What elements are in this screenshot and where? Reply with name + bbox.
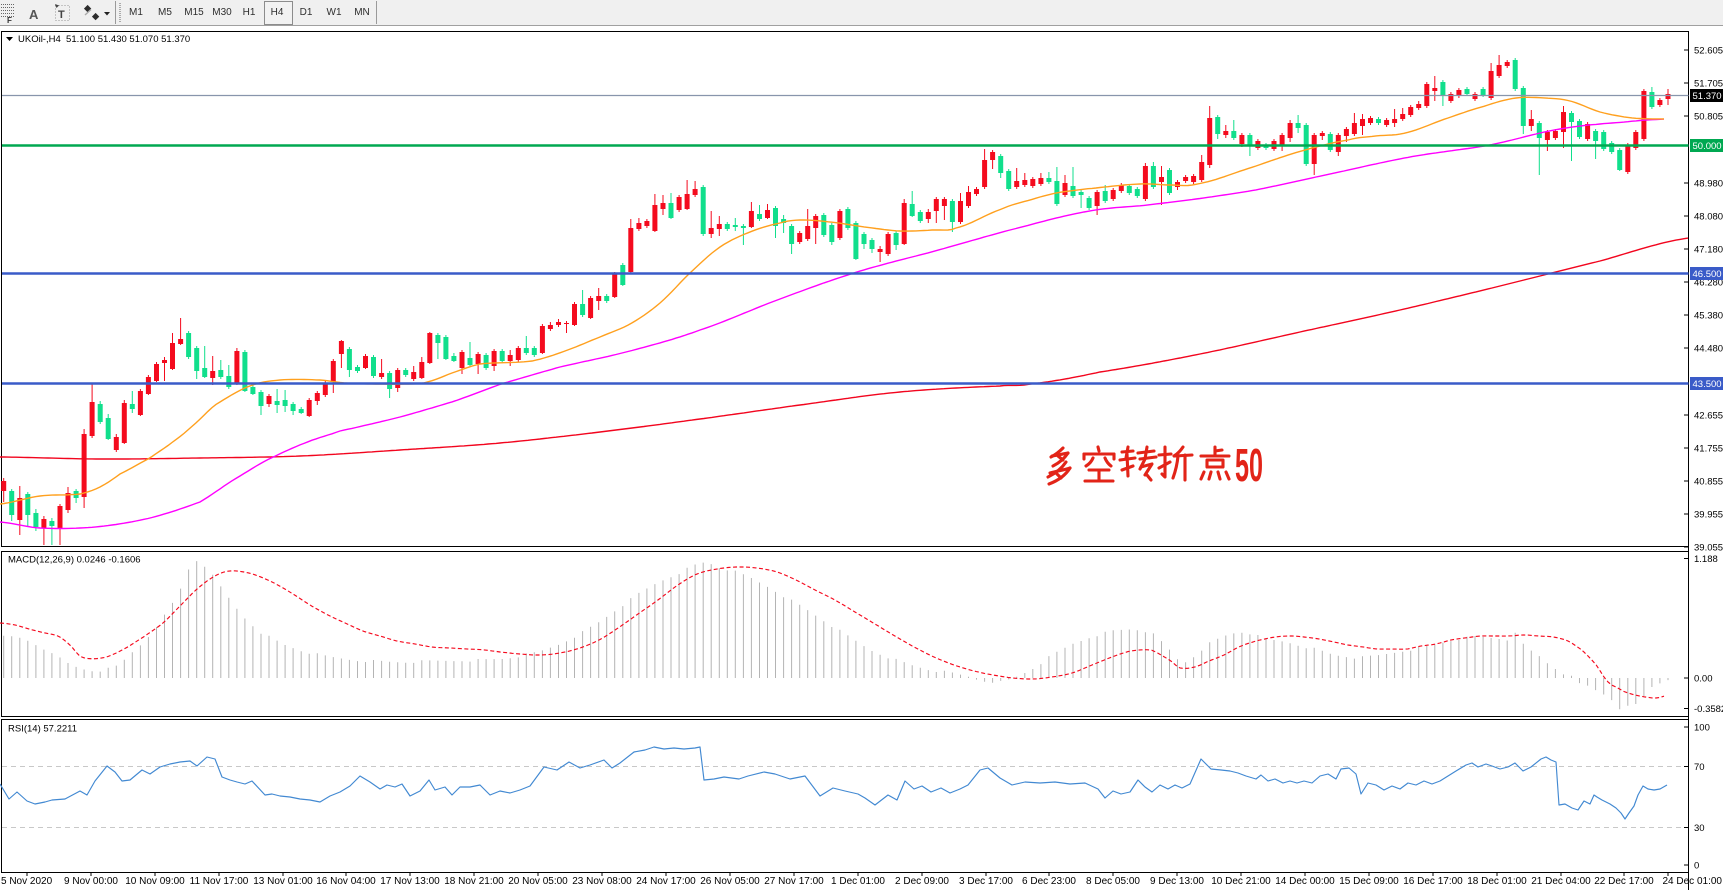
svg-text:24 Dec 01:00: 24 Dec 01:00 xyxy=(1663,876,1723,887)
svg-text:42.655: 42.655 xyxy=(1694,410,1723,421)
svg-text:F: F xyxy=(7,16,12,25)
svg-text:14 Dec 00:00: 14 Dec 00:00 xyxy=(1275,876,1335,887)
svg-text:8 Dec 05:00: 8 Dec 05:00 xyxy=(1086,876,1140,887)
svg-text:10 Dec 21:00: 10 Dec 21:00 xyxy=(1211,876,1271,887)
svg-text:9 Nov 00:00: 9 Nov 00:00 xyxy=(64,876,118,887)
svg-text:43.500: 43.500 xyxy=(1693,379,1722,390)
svg-text:46.280: 46.280 xyxy=(1694,277,1723,288)
svg-text:UKOil-,H4 51.100 51.430 51.07: UKOil-,H4 51.100 51.430 51.070 51.370 xyxy=(18,34,190,45)
svg-text:1.188: 1.188 xyxy=(1694,554,1718,565)
svg-text:18 Nov 21:00: 18 Nov 21:00 xyxy=(444,876,504,887)
svg-text:39.955: 39.955 xyxy=(1694,509,1723,520)
svg-text:13 Nov 01:00: 13 Nov 01:00 xyxy=(253,876,313,887)
svg-text:15 Dec 09:00: 15 Dec 09:00 xyxy=(1339,876,1399,887)
svg-text:50.000: 50.000 xyxy=(1693,141,1722,152)
svg-text:47.180: 47.180 xyxy=(1694,244,1723,255)
svg-text:50: 50 xyxy=(1235,439,1263,491)
svg-text:100: 100 xyxy=(1694,723,1710,734)
svg-text:50.805: 50.805 xyxy=(1694,112,1723,123)
svg-text:16 Dec 17:00: 16 Dec 17:00 xyxy=(1403,876,1463,887)
svg-text:20 Nov 05:00: 20 Nov 05:00 xyxy=(508,876,568,887)
svg-text:41.755: 41.755 xyxy=(1694,443,1723,454)
svg-text:27 Nov 17:00: 27 Nov 17:00 xyxy=(764,876,824,887)
svg-text:23 Nov 08:00: 23 Nov 08:00 xyxy=(572,876,632,887)
svg-text:70: 70 xyxy=(1694,762,1705,773)
svg-text:52.605: 52.605 xyxy=(1694,46,1723,57)
svg-text:0.00: 0.00 xyxy=(1694,674,1713,685)
svg-text:0: 0 xyxy=(1694,861,1699,872)
svg-text:46.500: 46.500 xyxy=(1693,269,1722,280)
svg-text:6 Dec 23:00: 6 Dec 23:00 xyxy=(1022,876,1076,887)
svg-text:24 Nov 17:00: 24 Nov 17:00 xyxy=(636,876,696,887)
svg-text:16 Nov 04:00: 16 Nov 04:00 xyxy=(316,876,376,887)
svg-text:48.980: 48.980 xyxy=(1694,178,1723,189)
svg-text:21 Dec 04:00: 21 Dec 04:00 xyxy=(1531,876,1591,887)
svg-text:48.080: 48.080 xyxy=(1694,211,1723,222)
svg-text:17 Nov 13:00: 17 Nov 13:00 xyxy=(380,876,440,887)
svg-text:39.055: 39.055 xyxy=(1694,542,1723,553)
svg-text:11 Nov 17:00: 11 Nov 17:00 xyxy=(190,876,249,887)
svg-text:2 Dec 09:00: 2 Dec 09:00 xyxy=(895,876,949,887)
svg-text:26 Nov 05:00: 26 Nov 05:00 xyxy=(700,876,760,887)
svg-text:45.380: 45.380 xyxy=(1694,310,1723,321)
svg-text:51.370: 51.370 xyxy=(1693,91,1722,102)
svg-text:51.705: 51.705 xyxy=(1694,79,1723,90)
svg-text:T: T xyxy=(58,9,65,21)
svg-text:44.480: 44.480 xyxy=(1694,343,1723,354)
svg-text:3 Dec 17:00: 3 Dec 17:00 xyxy=(959,876,1013,887)
svg-text:40.855: 40.855 xyxy=(1694,476,1723,487)
svg-text:18 Dec 01:00: 18 Dec 01:00 xyxy=(1467,876,1527,887)
svg-text:30: 30 xyxy=(1694,823,1705,834)
svg-text:5 Nov 2020: 5 Nov 2020 xyxy=(1,876,53,887)
svg-text:RSI(14) 57.2211: RSI(14) 57.2211 xyxy=(8,724,77,735)
svg-text:10 Nov 09:00: 10 Nov 09:00 xyxy=(125,876,185,887)
svg-text:-0.3582: -0.3582 xyxy=(1694,704,1723,715)
svg-text:MACD(12,26,9) 0.0246 -0.1606: MACD(12,26,9) 0.0246 -0.1606 xyxy=(8,555,141,566)
svg-text:9 Dec 13:00: 9 Dec 13:00 xyxy=(1150,876,1204,887)
svg-text:1 Dec 01:00: 1 Dec 01:00 xyxy=(831,876,885,887)
svg-text:A: A xyxy=(29,7,39,22)
svg-text:22 Dec 17:00: 22 Dec 17:00 xyxy=(1594,876,1654,887)
